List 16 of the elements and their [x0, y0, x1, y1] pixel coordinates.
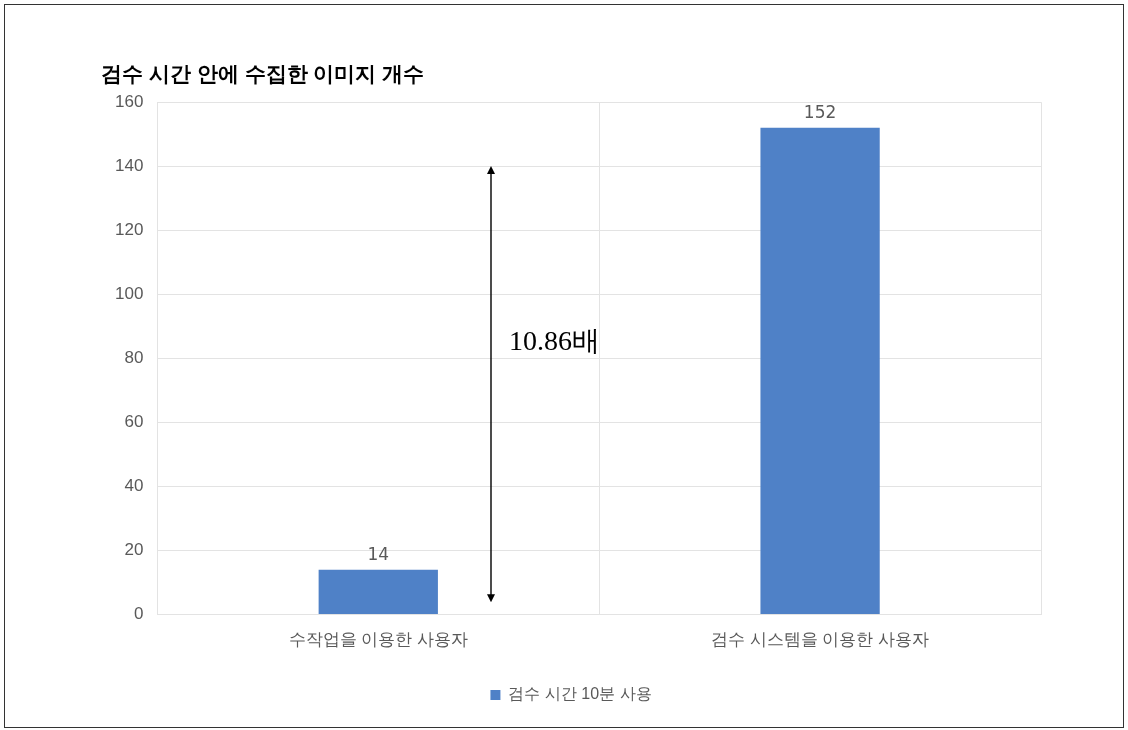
y-tick-label: 120 [114, 219, 144, 239]
data-label: 152 [803, 101, 837, 122]
y-tick-label: 40 [124, 476, 144, 496]
y-tick-label: 0 [133, 604, 144, 624]
chart-title: 검수 시간 안에 수집한 이미지 개수 [101, 62, 425, 86]
y-tick-label: 80 [124, 348, 144, 368]
x-tick-label: 검수 시스템을 이용한 사용자 [711, 630, 930, 650]
y-tick-label: 160 [114, 91, 144, 111]
y-tick-label: 60 [124, 412, 144, 432]
x-tick-label: 수작업을 이용한 사용자 [288, 630, 468, 650]
legend-label: 검수 시간 10분 사용 [508, 685, 652, 703]
data-label: 14 [367, 543, 390, 564]
y-tick-label: 100 [114, 284, 144, 304]
annotation: 10.86배 [508, 325, 600, 357]
y-tick-label: 20 [124, 540, 144, 560]
y-tick-label: 140 [114, 155, 144, 175]
